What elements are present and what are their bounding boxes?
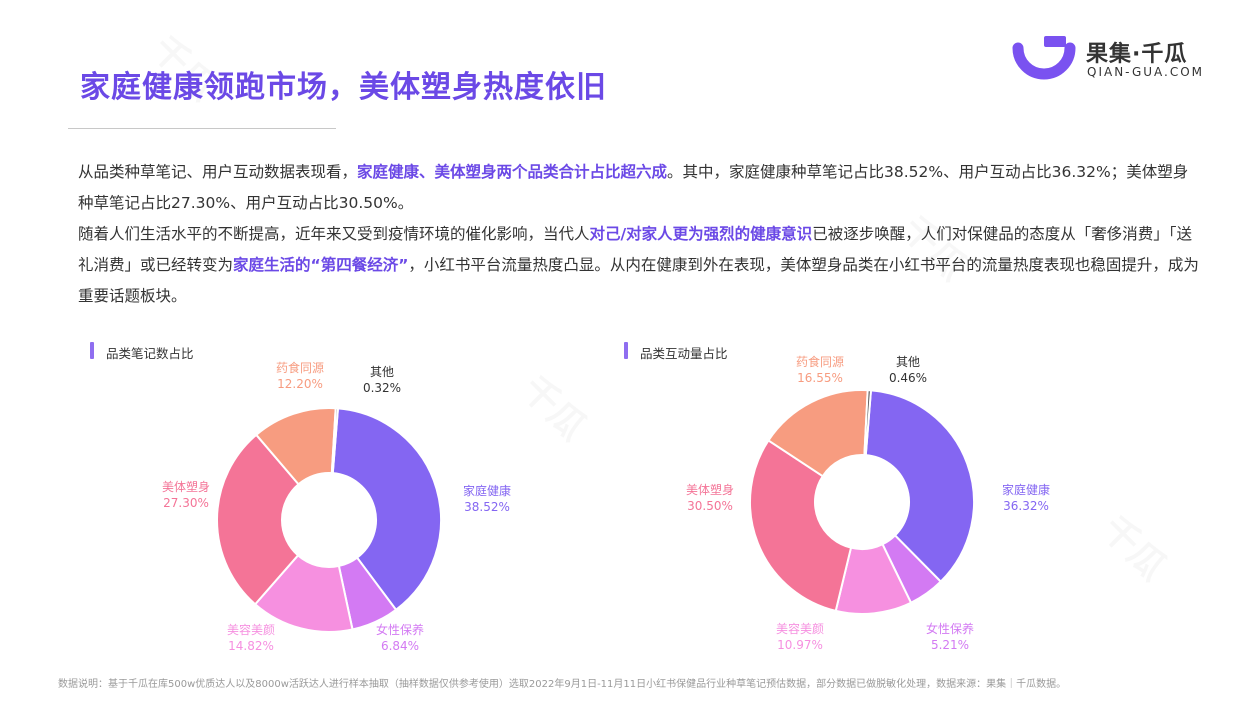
- intro-highlight: 对己/对家人更为强烈的健康意识: [589, 225, 813, 243]
- slice-value-label: 0.32%: [363, 381, 401, 395]
- intro-text-run: 随着人们生活水平的不断提高，近年来又受到疫情环境的催化影响，当代人: [78, 225, 590, 243]
- intro-highlight: 家庭生活的“第四餐经济”: [233, 256, 409, 274]
- pie-slice: [331, 407, 442, 612]
- slice-value-label: 10.97%: [777, 638, 823, 652]
- chart-header-accent: [90, 342, 94, 359]
- logo-text-cn: 果集·千瓜: [1086, 42, 1188, 67]
- slice-value-label: 6.84%: [381, 639, 419, 653]
- pie-slice: [767, 389, 869, 478]
- donut-chart-interactions: 家庭健康 36.32% 女性保养 5.21% 美容美颜 10.97% 美体塑身 30.50% 药…: [686, 354, 1050, 652]
- slice-value-label: 30.50%: [687, 499, 733, 513]
- intro-highlight: 家庭健康、美体塑身两个品类合计占比超六成: [357, 163, 668, 181]
- slice-value-label: 27.30%: [163, 496, 209, 510]
- slice-name-label: 美体塑身: [162, 479, 210, 494]
- slice-name-label: 美容美颜: [227, 622, 275, 637]
- brand-logo: 果集·千瓜 QIAN-GUA.COM: [1012, 34, 1212, 84]
- intro-text: 从品类种草笔记、用户互动数据表现看，家庭健康、美体塑身两个品类合计占比超六成。其…: [78, 157, 1203, 312]
- slice-name-label: 女性保养: [376, 622, 424, 637]
- qiangua-logo-icon: [1012, 36, 1076, 80]
- pie-slice: [749, 439, 853, 613]
- slice-name-label: 家庭健康: [463, 483, 511, 498]
- interaction-share-chart: 品类互动量占比 家庭健康 36.32% 女性保养 5.21% 美容美颜 10.97% 美体塑…: [624, 336, 1144, 656]
- intro-text-run: ，小红书平台流量热度凸显。从内在健康到外在表现，美体塑身品类在小红书平台的流量热…: [78, 256, 1199, 305]
- slice-value-label: 36.32%: [1003, 499, 1049, 513]
- data-source-note: 数据说明：基于千瓜在库500w优质达人以及8000w活跃达人进行样本抽取（抽样数…: [58, 679, 1067, 690]
- donut-chart-notes: 家庭健康 38.52% 女性保养 6.84% 美容美颜 14.82% 美体塑身 27.30% 药…: [162, 360, 511, 653]
- slice-value-label: 38.52%: [464, 500, 510, 514]
- slice-name-label: 药食同源: [796, 354, 844, 369]
- intro-text-run: 已被逐步唤醒，人们对保健品的态度从「奢侈消费」「送礼消费」或已经转变为: [78, 225, 1192, 274]
- slice-value-label: 14.82%: [228, 639, 274, 653]
- chart-title: 品类互动量占比: [640, 346, 728, 361]
- slice-name-label: 其他: [370, 365, 394, 379]
- title-divider: [68, 128, 336, 129]
- intro-text-run: 从品类种草笔记、用户互动数据表现看，: [78, 163, 358, 181]
- page-title: 家庭健康领跑市场，美体塑身热度依旧: [80, 70, 607, 105]
- logo-text-en: QIAN-GUA.COM: [1087, 65, 1205, 79]
- slice-value-label: 5.21%: [931, 638, 969, 652]
- slice-name-label: 美体塑身: [686, 482, 734, 497]
- pie-slice: [330, 407, 340, 475]
- slice-value-label: 12.20%: [277, 377, 323, 391]
- notes-share-chart: 品类笔记数占比 家庭健康 38.52% 女性保养 6.84% 美容美颜 14.82% 美体塑…: [90, 336, 610, 656]
- intro-paragraph-2: 随着人们生活水平的不断提高，近年来又受到疫情环境的催化影响，当代人对己/对家人更…: [78, 219, 1203, 312]
- slice-name-label: 其他: [896, 355, 920, 369]
- pie-slice: [864, 389, 975, 584]
- intro-text-run: 。其中，家庭健康种草笔记占比38.52%、用户互动占比36.32%；美体塑身种草…: [78, 163, 1189, 212]
- slice-name-label: 药食同源: [276, 360, 324, 375]
- slice-name-label: 女性保养: [926, 621, 974, 636]
- chart-header-accent: [624, 342, 628, 359]
- slice-value-label: 16.55%: [797, 371, 843, 385]
- chart-title: 品类笔记数占比: [106, 346, 194, 361]
- slice-name-label: 美容美颜: [776, 621, 824, 636]
- pie-slice: [863, 389, 873, 457]
- pie-slice: [216, 433, 300, 606]
- slice-value-label: 0.46%: [889, 371, 927, 385]
- slice-name-label: 家庭健康: [1002, 482, 1050, 497]
- intro-paragraph-1: 从品类种草笔记、用户互动数据表现看，家庭健康、美体塑身两个品类合计占比超六成。其…: [78, 157, 1203, 219]
